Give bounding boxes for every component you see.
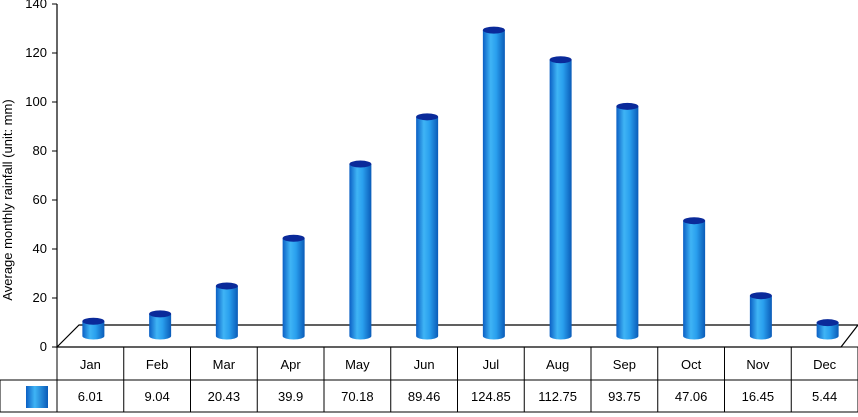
- data-label-oct: 47.06: [675, 389, 708, 404]
- bar-top: [349, 160, 372, 168]
- bar-top: [282, 234, 305, 242]
- y-tick-label: 40: [33, 241, 47, 256]
- bar-apr: [282, 234, 305, 340]
- data-label-jul: 124.85: [471, 389, 511, 404]
- bar-jul: [482, 26, 505, 340]
- bar-top: [215, 282, 238, 290]
- bar-top: [616, 102, 639, 110]
- x-tick-label-jan: Jan: [80, 357, 101, 372]
- chart-floor: [55, 324, 858, 348]
- bar-body: [149, 313, 172, 340]
- bar-top: [749, 292, 772, 300]
- bar-body: [683, 220, 706, 340]
- bar-top: [149, 310, 172, 318]
- bar-sep: [616, 102, 639, 340]
- data-label-nov: 16.45: [742, 389, 775, 404]
- data-label-jun: 89.46: [408, 389, 441, 404]
- bar-mar: [215, 282, 238, 340]
- bar-body: [215, 285, 238, 340]
- y-tick-label: 20: [33, 290, 47, 305]
- bar-top: [549, 56, 572, 64]
- x-tick-label-mar: Mar: [213, 357, 236, 372]
- x-tick-label-feb: Feb: [146, 357, 168, 372]
- bar-body: [749, 295, 772, 340]
- bar-jan: [82, 317, 105, 340]
- bar-body: [416, 116, 439, 340]
- y-tick-label: 80: [33, 143, 47, 158]
- bar-may: [349, 160, 372, 340]
- bar-feb: [149, 310, 172, 340]
- bar-top: [82, 317, 105, 325]
- data-label-apr: 39.9: [278, 389, 303, 404]
- y-tick-label: 100: [25, 94, 47, 109]
- legend-swatch: [26, 386, 48, 408]
- y-tick-label: 60: [33, 192, 47, 207]
- data-label-aug: 112.75: [538, 389, 577, 404]
- data-table: Jan 6.01 Feb 9.04 Mar 20.43 Apr 39.9 May 70.18 Jun…: [0, 346, 858, 413]
- bar-nov: [749, 292, 772, 340]
- bar-body: [349, 164, 372, 340]
- y-tick-label: 140: [25, 0, 47, 11]
- bar-body: [282, 238, 305, 340]
- bar-body: [616, 106, 639, 340]
- bar-body: [549, 59, 572, 340]
- bar-top: [683, 217, 706, 225]
- x-tick-label-dec: Dec: [813, 357, 837, 372]
- bar-top: [816, 319, 839, 327]
- data-label-jan: 6.01: [78, 389, 103, 404]
- axes: 0 20 40 60 80 100 120 140: [25, 0, 858, 354]
- bar-oct: [683, 217, 706, 340]
- y-axis-label: Average monthly rainfall (unit: mm): [0, 99, 15, 300]
- bar-body: [816, 322, 839, 340]
- data-label-mar: 20.43: [208, 389, 241, 404]
- bar-top: [416, 113, 439, 121]
- x-tick-label-apr: Apr: [281, 357, 302, 372]
- x-tick-label-aug: Aug: [546, 357, 569, 372]
- bar-body: [482, 30, 505, 340]
- data-label-may: 70.18: [341, 389, 374, 404]
- data-label-feb: 9.04: [144, 389, 169, 404]
- bar-jun: [416, 113, 439, 340]
- x-tick-label-jun: Jun: [414, 357, 435, 372]
- bars: [82, 26, 839, 340]
- bar-top: [482, 26, 505, 34]
- x-tick-label-jul: Jul: [483, 357, 500, 372]
- bar-body: [82, 321, 105, 340]
- bar-aug: [549, 56, 572, 340]
- x-tick-label-nov: Nov: [746, 357, 770, 372]
- x-tick-label-sep: Sep: [613, 357, 636, 372]
- data-label-sep: 93.75: [608, 389, 641, 404]
- x-tick-label-oct: Oct: [681, 357, 702, 372]
- y-tick-label: 120: [25, 45, 47, 60]
- y-tick-label: 0: [40, 339, 47, 354]
- bar-dec: [816, 319, 839, 340]
- data-label-dec: 5.44: [812, 389, 837, 404]
- x-tick-label-may: May: [345, 357, 370, 372]
